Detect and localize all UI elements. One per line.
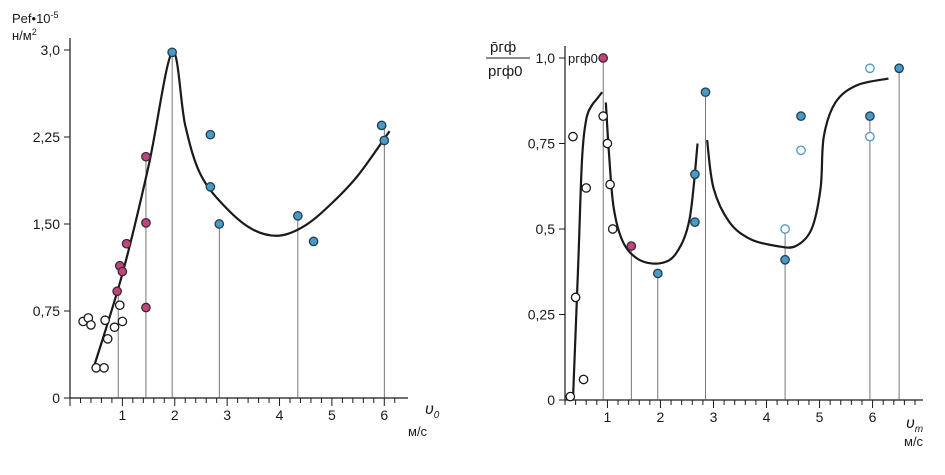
chart-left-y-tick-label: 1,50 [33, 216, 60, 232]
chart-left-point-blue [214, 219, 225, 229]
chart-right-x-tick-label: 2 [657, 409, 665, 425]
chart-right-point-open-blue [865, 63, 875, 74]
chart-right-marks: 1 2 3 4 5 6 0 0,25 0,5 0,75 1,0 [528, 46, 923, 425]
chart-left-x-tick-label: 5 [328, 407, 336, 423]
chart-right-point-blue [690, 217, 700, 228]
chart-right-point-blue [865, 111, 875, 121]
chart-right-y-tick-label: 0,5 [536, 221, 556, 237]
chart-right-x-tick-label: 4 [763, 409, 771, 425]
chart-left-point-open [91, 362, 102, 373]
chart-left-point-blue [167, 47, 177, 58]
chart-left-point-blue [293, 211, 303, 221]
chart-right-x-tick-label: 5 [816, 409, 824, 425]
chart-right-ylabel-denominator: pгф0 [488, 63, 523, 80]
chart-right-point-open [565, 391, 576, 402]
chart-right: 1 2 3 4 5 600,250,50,751,0 p̄гф pгф0 pгф0 υm … [486, 39, 924, 449]
chart-left-point-open [100, 315, 110, 326]
chart-right-y-tick-label: 1,0 [536, 50, 556, 66]
chart-right-peak-label: pгф0 [568, 51, 598, 66]
chart-left-point-magenta [141, 151, 151, 162]
chart-right-ylabel-numerator: p̄гф [490, 39, 516, 56]
chart-right-point-blue [894, 63, 904, 74]
chart-left-fit-curve [92, 51, 391, 369]
chart-left-point-open [117, 316, 128, 327]
chart-right-point-blue [700, 87, 711, 98]
chart-right-xlabel: υm [906, 415, 923, 435]
chart-right-x-tick-label: 3 [710, 409, 718, 425]
chart-right-point-open [578, 374, 589, 385]
chart-right-point-open [602, 138, 613, 149]
chart-left-xlabel: υ0 [425, 401, 440, 421]
chart-right-point-open [598, 111, 609, 121]
chart-left-x-tick-label: 1 [118, 407, 126, 423]
chart-left-y-tick-label: 0 [52, 390, 60, 406]
chart-left-point-blue [308, 236, 319, 247]
chart-left-xunit: м/с [408, 424, 428, 439]
chart-left-point-magenta [121, 238, 132, 249]
chart-left: 1 2 3 4 5 600,751,502,253,0 Pef•10-5 н/м2 υ0 … [12, 10, 440, 439]
chart-right-y-tick-label: 0,25 [528, 307, 555, 323]
chart-left-x-tick-label: 4 [276, 407, 284, 423]
chart-right-fit-curve [604, 102, 699, 265]
chart-left-y-tick-label: 3,0 [41, 42, 61, 58]
chart-right-x-tick-label: 1 [604, 409, 612, 425]
chart-right-point-open [570, 292, 581, 303]
chart-right-point-open [605, 179, 615, 190]
chart-right-point-open [568, 131, 578, 142]
chart-left-point-magenta [141, 302, 151, 313]
chart-right-xunit: м/с [904, 434, 924, 449]
chart-left-ylabel: Pef•10-5 [12, 10, 59, 26]
chart-left-y-tick-label: 2,25 [33, 129, 60, 145]
chart-left-point-open [109, 322, 120, 333]
chart-right-y-tick-label: 0,75 [528, 136, 555, 152]
chart-left-marks: 1 2 3 4 5 6 0 0,75 1,50 2,25 3,0 [33, 38, 408, 423]
chart-left-point-open [114, 300, 125, 311]
chart-right-point-open-blue [780, 224, 790, 234]
chart-right-point-blue [796, 111, 806, 121]
chart-right-point-open-blue [865, 131, 875, 142]
chart-right-point-open-blue [796, 145, 806, 156]
chart-left-x-tick-label: 3 [223, 407, 231, 423]
chart-right-fit-curve [571, 91, 603, 401]
chart-right-y-tick-label: 0 [547, 392, 555, 408]
chart-left-point-magenta [117, 266, 128, 277]
chart-left-point-blue [379, 135, 390, 146]
chart-right-point-open [607, 224, 618, 234]
chart-right-fit-curve [706, 77, 889, 249]
chart-left-y-tick-label: 0,75 [33, 303, 60, 319]
chart-left-point-blue [205, 182, 216, 192]
chart-left-x-tick-label: 6 [380, 407, 388, 423]
chart-right-point-blue [652, 268, 663, 279]
chart-right-point-magenta [626, 241, 637, 251]
chart-left-point-open [86, 320, 96, 330]
chart-right-point-magenta [598, 53, 609, 63]
chart-right-point-open [581, 183, 592, 193]
chart-left-point-magenta [141, 217, 151, 228]
chart-left-point-open [102, 333, 113, 344]
chart-left-x-tick-label: 2 [171, 407, 179, 423]
chart-left-point-magenta [112, 286, 122, 297]
chart-right-point-blue [780, 254, 790, 265]
chart-left-point-open [99, 362, 109, 373]
chart-left-point-blue [205, 129, 216, 140]
chart-left-point-blue [376, 120, 387, 131]
chart-right-point-blue [690, 169, 700, 180]
chart-right-x-tick-label: 6 [869, 409, 877, 425]
chart-left-yunit: н/м2 [12, 27, 37, 43]
